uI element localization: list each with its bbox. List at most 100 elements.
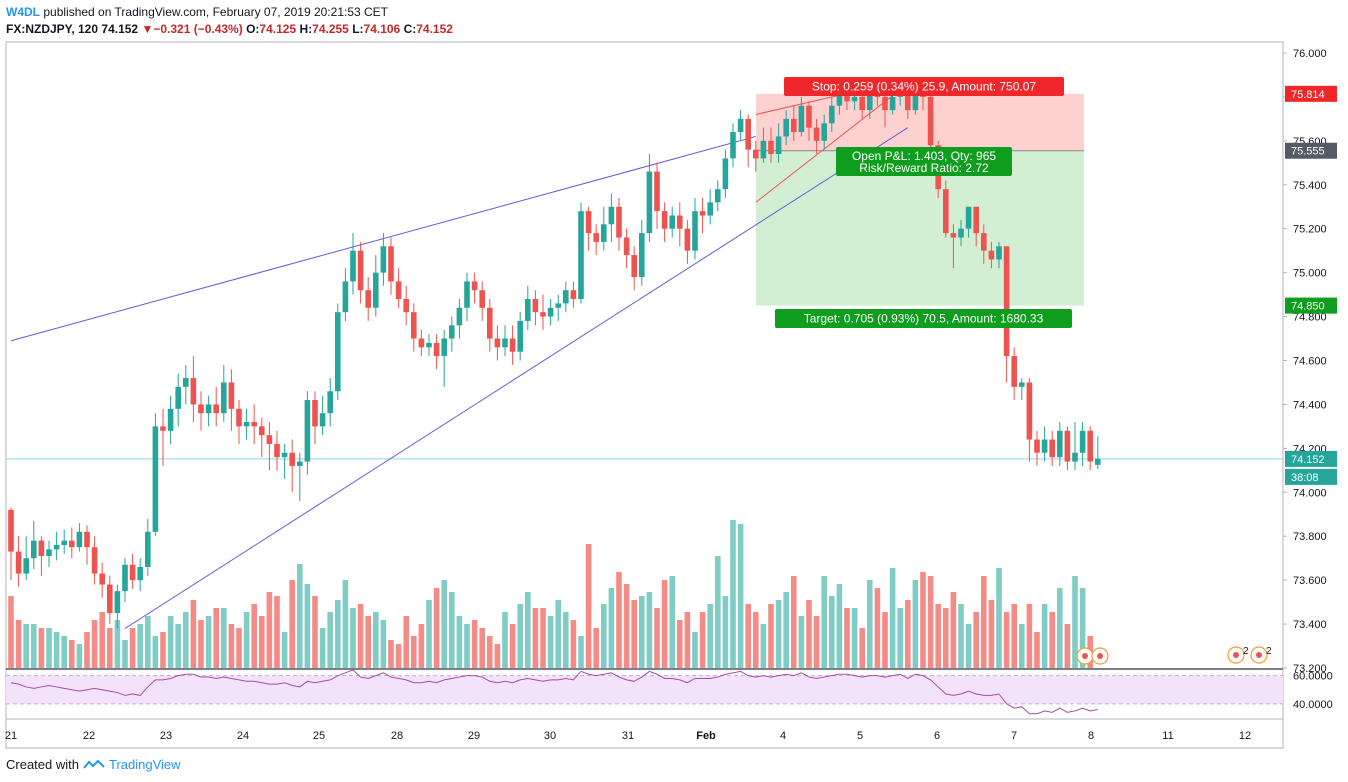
event-marker-dot-icon: [1082, 653, 1088, 659]
publisher-name[interactable]: W4DL: [6, 5, 40, 19]
candle-body: [46, 549, 52, 556]
volume-bar: [912, 580, 919, 668]
candle-body: [889, 96, 896, 111]
volume-bar: [342, 580, 349, 668]
candle-body: [236, 408, 242, 427]
volume-bar: [1049, 612, 1055, 668]
volume-bar: [935, 604, 941, 668]
volume-bar: [844, 608, 850, 668]
volume-bar: [388, 640, 394, 668]
volume-bar: [274, 596, 280, 668]
candle-body: [1087, 430, 1093, 462]
volume-bar: [69, 640, 75, 668]
volume-bar: [684, 612, 691, 668]
volume-bar: [471, 620, 478, 668]
volume-bar: [692, 632, 698, 668]
volume-bar: [882, 612, 888, 668]
candle-body: [570, 290, 577, 299]
volume-bar: [221, 608, 227, 668]
candle-body: [1079, 430, 1086, 453]
volume-bar: [441, 580, 447, 668]
time-tick-label: 29: [468, 730, 480, 742]
candle-body: [578, 211, 584, 299]
volume-bar: [1072, 576, 1078, 668]
candle-body: [357, 250, 364, 291]
volume-bar: [874, 588, 881, 668]
price-tick-label: 73.200: [1293, 663, 1327, 675]
candle-body: [251, 421, 257, 427]
volume-bar: [707, 604, 713, 668]
stop-price-label: 75.814: [1291, 89, 1325, 101]
open-value: 74.125: [259, 22, 297, 36]
time-tick-label: 31: [622, 730, 634, 742]
volume-bar: [737, 524, 744, 668]
price-tick-label: 74.400: [1293, 399, 1327, 411]
candle-body: [487, 307, 493, 339]
price-change: −0.321 (−0.43%): [153, 22, 243, 36]
volume-bar: [897, 608, 903, 668]
volume-bar: [677, 620, 683, 668]
entry-price-label: 75.555: [1291, 146, 1325, 158]
rsi-line: [10, 669, 1098, 715]
volume-bar: [616, 572, 622, 668]
pnl-label: Open P&L: 1.403, Qty: 965: [852, 149, 996, 163]
volume-bar: [160, 632, 166, 668]
candle-body: [1057, 430, 1063, 458]
candle-body: [585, 211, 592, 234]
volume-bar: [205, 616, 212, 668]
volume-bar: [91, 620, 98, 668]
volume-bar: [927, 576, 934, 668]
target-info-label-bg: [775, 309, 1072, 328]
candle-body: [912, 83, 919, 111]
volume-bar: [251, 604, 257, 668]
volume-bar: [243, 612, 250, 668]
candle-body: [950, 233, 957, 238]
volume-bar: [601, 604, 607, 668]
candle-body: [601, 224, 607, 242]
volume-bar: [145, 616, 151, 668]
candle-body: [388, 246, 394, 282]
symbol-label: FX:NZDJPY, 120: [6, 22, 99, 36]
candle-body: [76, 531, 83, 548]
candle-body: [829, 105, 835, 124]
price-tick-label: 75.400: [1293, 180, 1327, 192]
candle-body: [137, 566, 143, 581]
time-tick-label: 7: [1011, 730, 1017, 742]
volume-bar: [570, 620, 577, 668]
volume-bar: [395, 644, 402, 668]
volume-bar: [563, 612, 569, 668]
high-label: H:: [299, 22, 313, 36]
volume-bar: [950, 592, 957, 668]
pnl-box-bg: [836, 147, 1012, 176]
candle-body: [471, 281, 478, 291]
volume-bar: [517, 604, 523, 668]
volume-bar: [1003, 612, 1010, 668]
candle-body: [304, 400, 311, 462]
volume-bar: [623, 584, 630, 668]
volume-bar: [213, 608, 219, 668]
volume-bar: [137, 624, 143, 668]
volume-bar: [654, 608, 660, 668]
candle-body: [517, 320, 523, 352]
volume-bar: [973, 612, 979, 668]
candle-body: [91, 547, 98, 574]
time-tick-label: 6: [934, 730, 940, 742]
volume-bar: [456, 616, 463, 668]
candle-body: [281, 452, 288, 458]
low-value: 74.106: [363, 22, 401, 36]
tradingview-brand[interactable]: TradingView: [108, 757, 181, 772]
time-tick-label: 12: [1239, 730, 1251, 742]
candle-body: [859, 96, 865, 111]
candle-body: [23, 558, 29, 574]
volume-bar: [1064, 624, 1071, 668]
candle-body: [441, 338, 447, 357]
volume-bar: [981, 576, 987, 668]
candle-body: [851, 96, 858, 102]
volume-bar: [76, 644, 83, 668]
volume-bar: [259, 616, 265, 668]
volume-bar: [760, 624, 767, 668]
volume-bar: [502, 612, 508, 668]
volume-bar: [327, 612, 333, 668]
candle-body: [563, 290, 569, 304]
